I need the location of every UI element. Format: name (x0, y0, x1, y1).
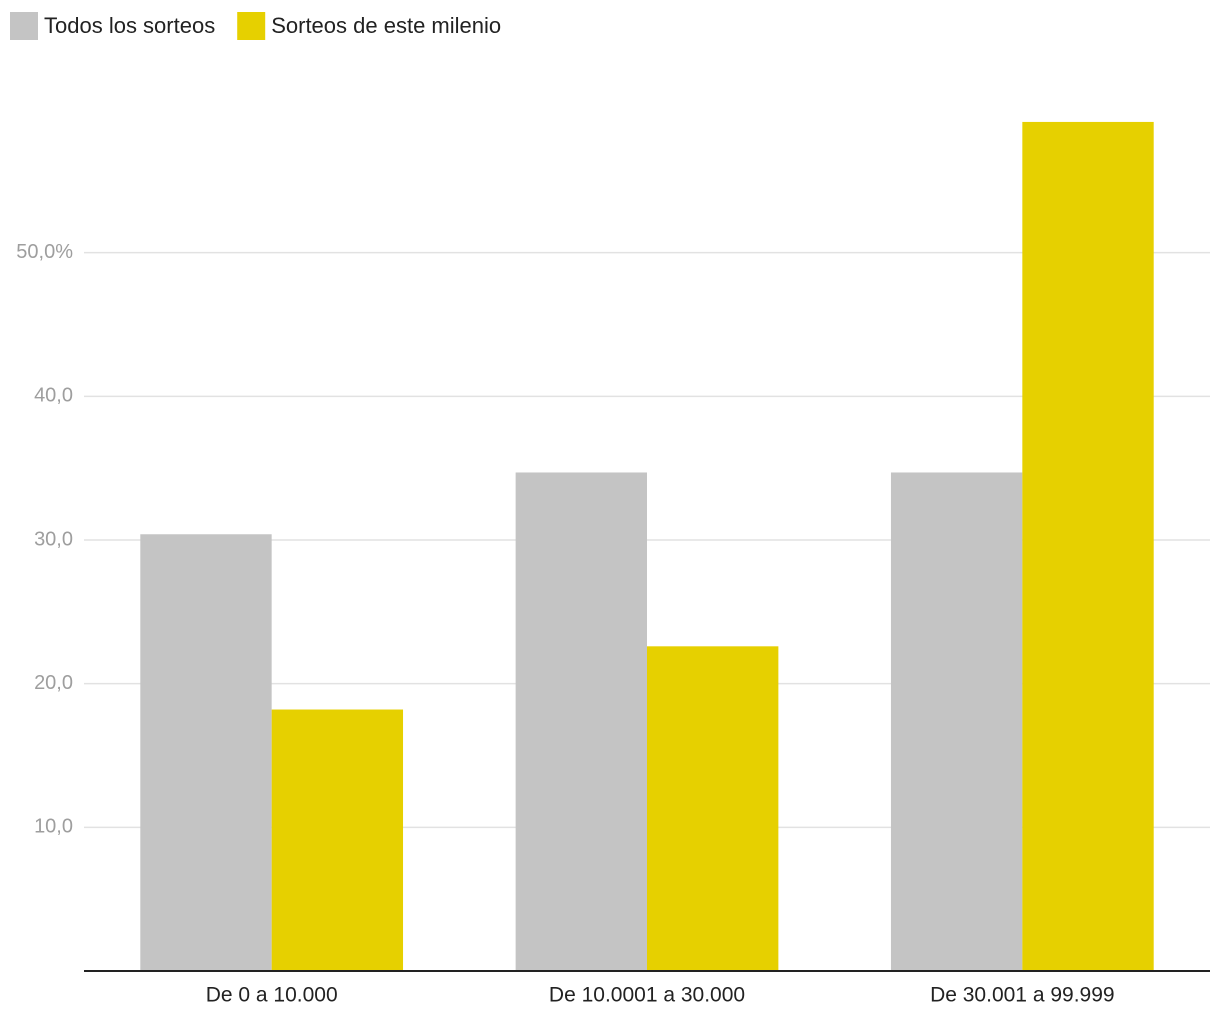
y-tick-label: 30,0 (34, 528, 73, 550)
bar (140, 534, 272, 971)
legend-label: Sorteos de este milenio (271, 13, 501, 38)
x-tick-label: De 10.0001 a 30.000 (549, 984, 745, 1007)
y-tick-label: 20,0 (34, 672, 73, 694)
legend-swatch (10, 12, 38, 40)
legend-label: Todos los sorteos (44, 13, 215, 38)
bar (890, 472, 1023, 971)
x-tick-label: De 0 a 10.000 (206, 984, 338, 1007)
y-tick-label: 10,0 (34, 816, 73, 838)
bar (1022, 121, 1154, 972)
x-tick-label: De 30.001 a 99.999 (930, 984, 1115, 1007)
bar (271, 709, 404, 971)
legend-swatch (237, 12, 266, 40)
bar (515, 472, 647, 971)
y-tick-label: 40,0 (34, 385, 73, 407)
bar (647, 646, 779, 971)
y-tick-label: 50,0% (16, 241, 73, 263)
